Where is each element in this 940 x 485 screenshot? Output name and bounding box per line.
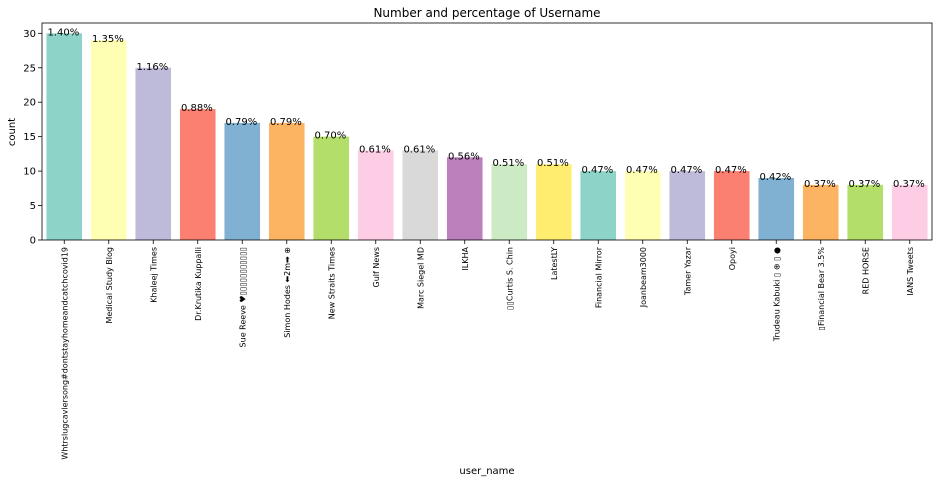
x-tick-label: RED HORSE — [861, 247, 870, 294]
y-axis: 0 5 10 15 20 25 30 — [23, 29, 42, 247]
bar — [669, 171, 706, 240]
bar — [402, 150, 439, 240]
x-tick-label: ▯Financial Bear 3.5% — [817, 247, 826, 331]
data-labels: 1.40% 1.35% 1.16% 0.88% 0.79% 0.79% 0.70% 0.61%… — [47, 27, 924, 190]
chart-title: Number and percentage of Username — [373, 6, 600, 20]
x-axis: Whtrslugcavlersong#dontstayhomeandcatchc… — [60, 240, 915, 460]
bar — [224, 122, 261, 240]
bar — [535, 164, 572, 240]
x-tick-label: IANS Tweets — [906, 247, 915, 296]
data-label: 0.47% — [715, 165, 747, 176]
x-tick-label: Marc Siegel MD — [416, 247, 425, 309]
data-label: 0.79% — [225, 117, 257, 128]
y-tick-label: 25 — [23, 63, 36, 74]
data-label: 0.56% — [448, 151, 480, 162]
data-label: 0.37% — [893, 179, 925, 190]
x-tick-label: ILKHA — [461, 246, 470, 270]
data-label: 0.88% — [181, 103, 213, 114]
x-tick-label: ▯▯Curtis S. Chin — [505, 247, 514, 310]
x-tick-label: New Straits Times — [327, 247, 336, 319]
x-tick-label: LatestLY — [550, 247, 559, 280]
x-tick-label: Opoyi — [728, 247, 737, 270]
x-tick-label: Simon Hodes ⬅2m➡ ⊕ — [283, 247, 292, 338]
data-label: 1.16% — [136, 62, 168, 73]
bar — [313, 136, 350, 240]
data-label: 0.42% — [759, 172, 791, 183]
x-tick-label: Sue Reeve ♥▯▯▯▯▯▯▯▯▯▯▯ — [238, 247, 247, 347]
bar — [135, 67, 172, 241]
y-tick-label: 20 — [23, 98, 36, 109]
bar — [357, 150, 394, 240]
x-tick-label: Financial Mirror — [594, 246, 603, 308]
x-tick-label: Gulf News — [372, 247, 381, 287]
x-tick-label: Tamer Yazar — [683, 246, 692, 296]
data-label: 0.47% — [581, 165, 613, 176]
x-axis-label: user_name — [459, 466, 514, 477]
x-tick-label: Khaleej Times — [149, 247, 158, 303]
data-label: 0.51% — [492, 158, 524, 169]
y-axis-label: count — [7, 118, 18, 146]
data-label: 0.79% — [270, 117, 302, 128]
bar — [90, 40, 127, 240]
data-label: 0.70% — [314, 131, 346, 142]
bar — [847, 184, 884, 240]
y-tick-label: 0 — [30, 236, 36, 247]
y-tick-label: 15 — [23, 132, 36, 143]
bar — [446, 157, 483, 240]
data-label: 0.47% — [670, 165, 702, 176]
bar — [580, 171, 617, 240]
bar — [491, 164, 528, 240]
x-tick-label: Trudeau Kabuki ▯ ⊕ ▯ ● — [772, 247, 781, 342]
bar — [758, 178, 795, 240]
data-label: 1.35% — [92, 34, 124, 45]
y-tick-label: 10 — [23, 167, 36, 178]
data-label: 0.37% — [848, 179, 880, 190]
x-tick-label: Dr.Krutika Kuppalli — [194, 247, 203, 321]
data-label: 0.37% — [804, 179, 836, 190]
x-tick-label: Joanbeam3000 — [639, 247, 648, 308]
data-label: 0.51% — [537, 158, 569, 169]
bar — [179, 109, 216, 240]
bar — [46, 33, 83, 241]
y-tick-label: 30 — [23, 29, 36, 40]
bar — [713, 171, 750, 240]
x-tick-label: Medical Study Blog — [105, 247, 114, 324]
plot-frame — [41, 22, 933, 241]
data-label: 0.61% — [403, 144, 435, 155]
bar — [624, 171, 661, 240]
data-label: 0.61% — [359, 144, 391, 155]
y-tick-label: 5 — [30, 201, 36, 212]
data-label: 0.47% — [626, 165, 658, 176]
data-label: 1.40% — [47, 27, 79, 38]
bar — [268, 122, 305, 240]
bar — [802, 184, 839, 240]
bars — [46, 33, 928, 241]
bar — [891, 184, 928, 240]
x-tick-label: Whtrslugcavlersong#dontstayhomeandcatchc… — [60, 247, 69, 460]
